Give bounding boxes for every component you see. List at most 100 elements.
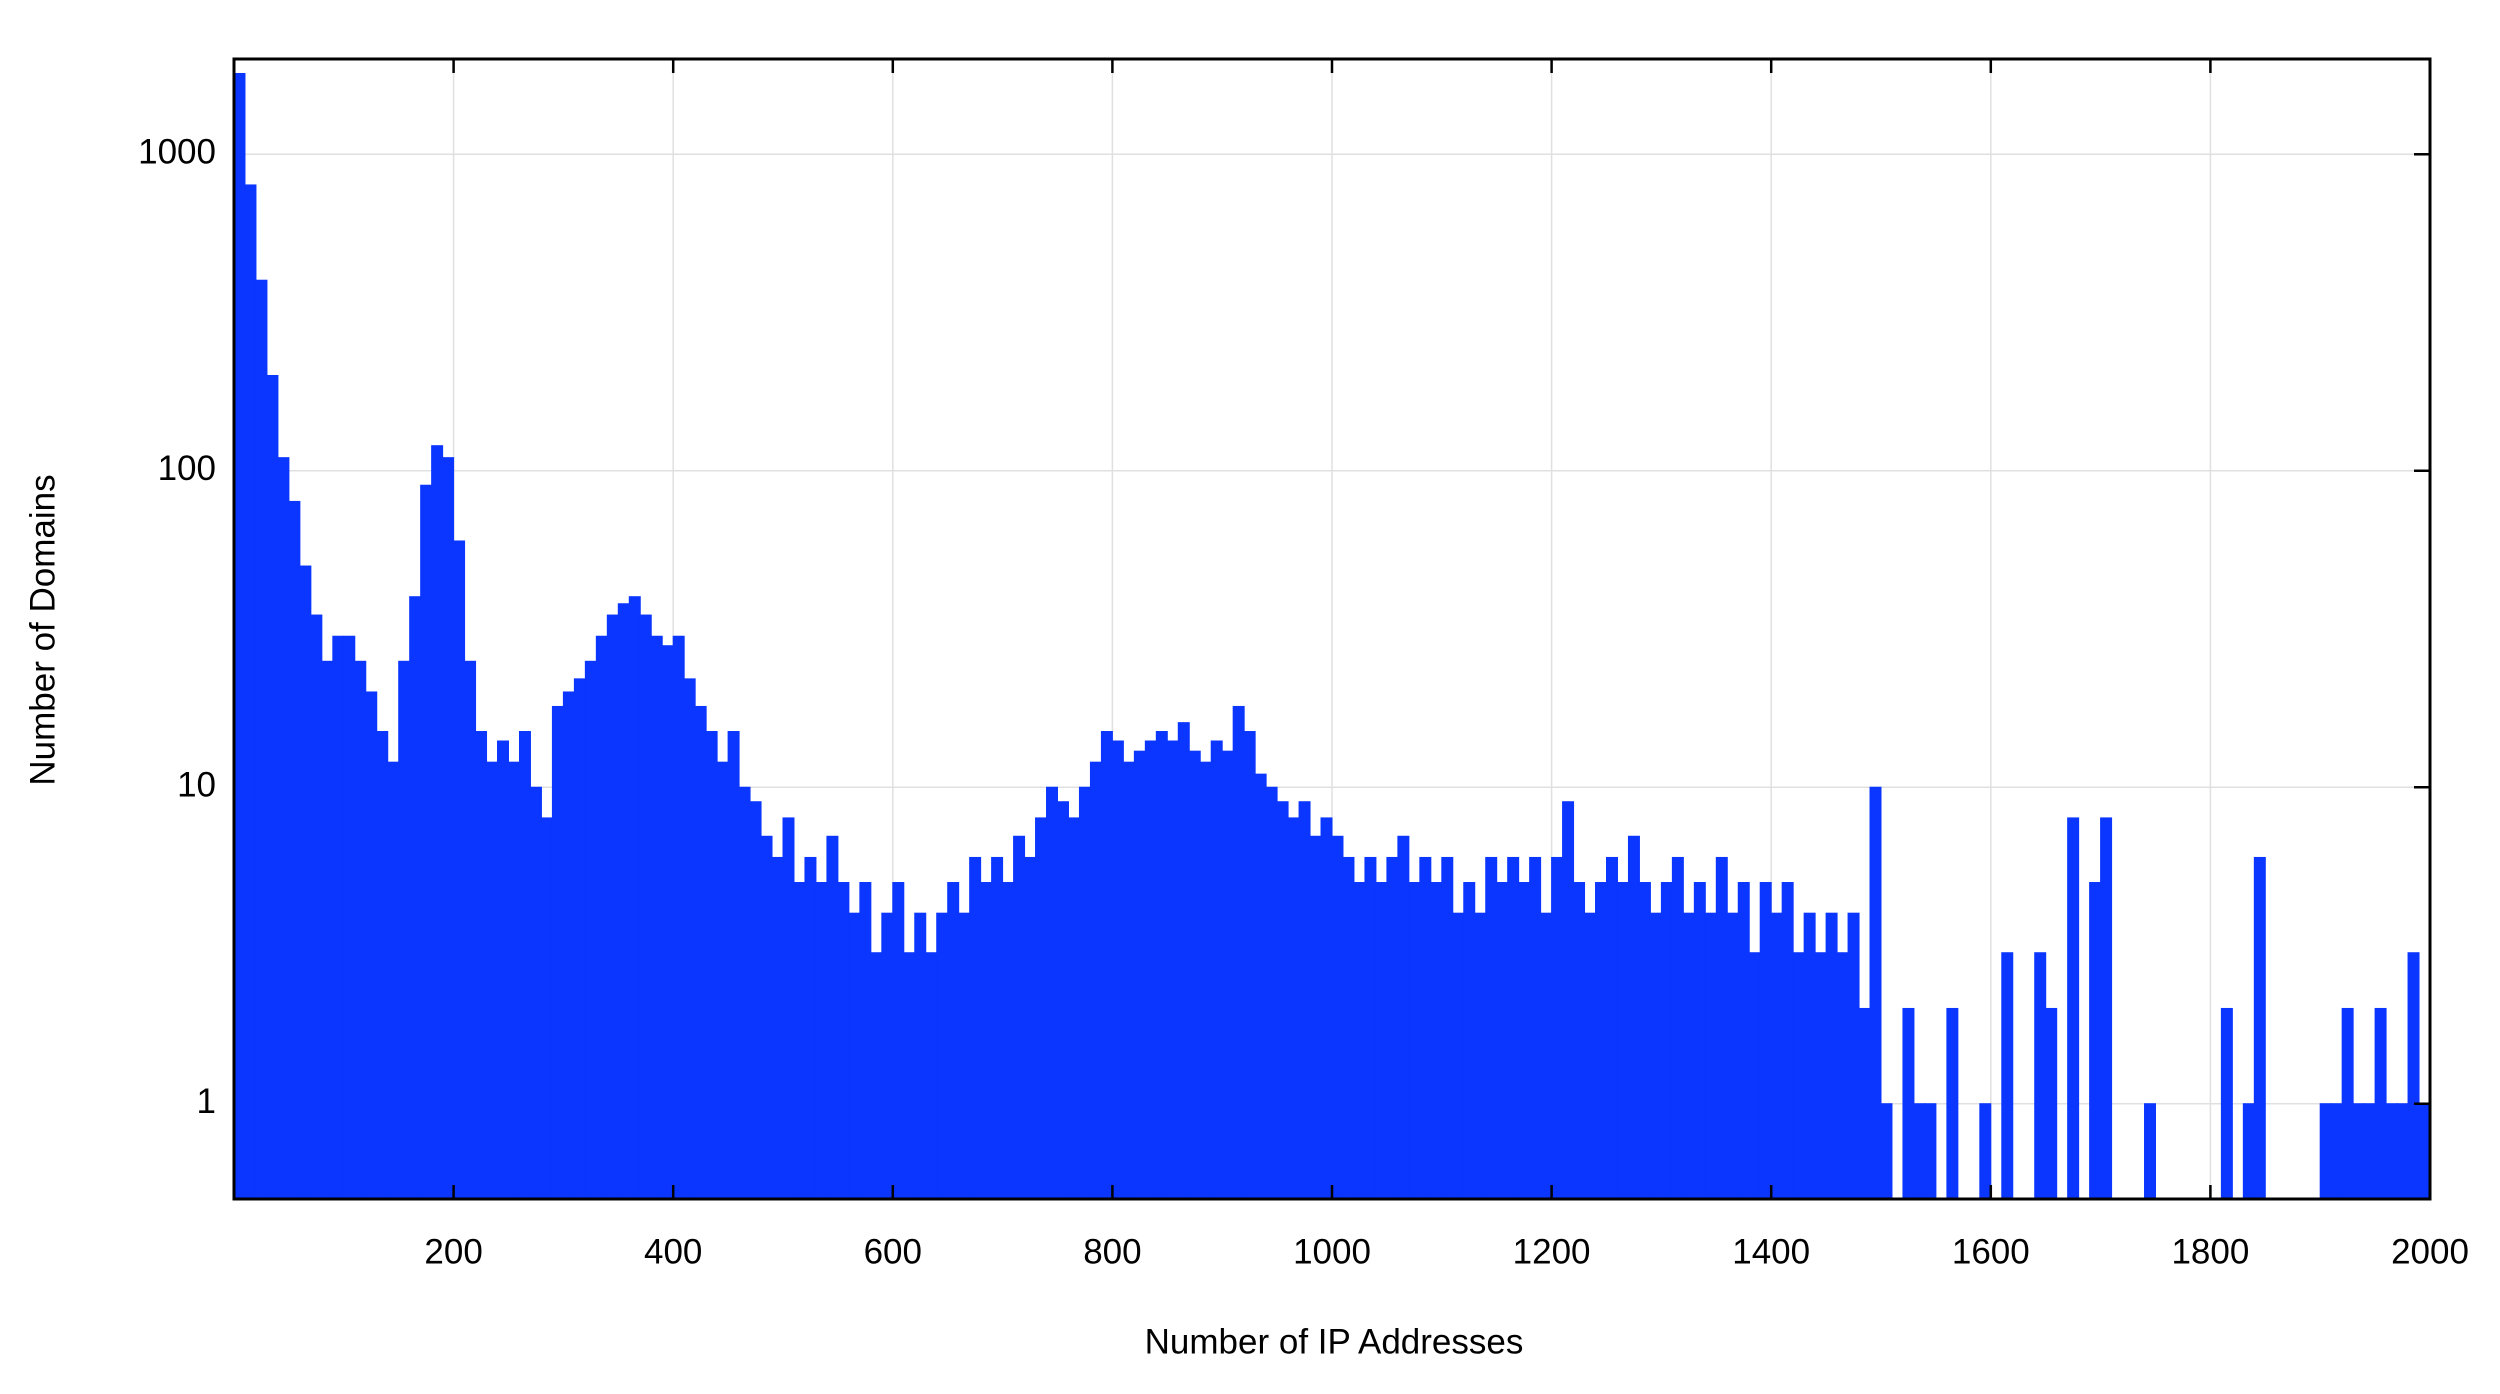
bar xyxy=(464,660,477,1200)
bar xyxy=(1002,882,1015,1200)
bar xyxy=(2396,1103,2409,1200)
bar xyxy=(782,817,795,1200)
bar xyxy=(1254,773,1267,1200)
bar xyxy=(870,952,883,1200)
bar xyxy=(2352,1103,2365,1200)
bar xyxy=(1792,952,1805,1200)
bar xyxy=(1265,786,1278,1200)
bar xyxy=(969,856,982,1200)
bar xyxy=(650,635,663,1200)
bar xyxy=(1122,761,1135,1200)
bar xyxy=(1309,835,1322,1200)
bar xyxy=(859,882,872,1200)
bar xyxy=(1759,882,1772,1200)
y-tick-label: 100 xyxy=(158,449,216,488)
bar xyxy=(760,835,773,1200)
y-tick-label: 1000 xyxy=(138,133,216,172)
bar xyxy=(1287,817,1300,1200)
bar xyxy=(321,660,334,1200)
bar xyxy=(2067,817,2080,1200)
bar xyxy=(1836,952,1849,1200)
bar xyxy=(2330,1103,2343,1200)
bar xyxy=(573,678,586,1200)
bar xyxy=(1089,761,1102,1200)
bar xyxy=(1342,856,1355,1200)
bar xyxy=(881,912,894,1200)
bar xyxy=(925,952,938,1200)
bar xyxy=(1430,882,1443,1200)
bar xyxy=(1671,856,1684,1200)
x-tick-label: 600 xyxy=(864,1232,922,1271)
bar xyxy=(914,912,927,1200)
bar xyxy=(1660,882,1673,1200)
x-axis-label: Number of IP Addresses xyxy=(1145,1322,1524,1361)
bar xyxy=(903,952,916,1200)
bar xyxy=(584,660,597,1200)
x-tick-label: 800 xyxy=(1083,1232,1141,1271)
bar xyxy=(1397,835,1410,1200)
bar xyxy=(266,374,279,1200)
bar xyxy=(387,761,400,1200)
bar xyxy=(936,912,949,1200)
bar xyxy=(1155,731,1168,1200)
bar xyxy=(1419,856,1432,1200)
bar xyxy=(815,882,828,1200)
bar xyxy=(661,645,674,1200)
bar xyxy=(1726,912,1739,1200)
bar xyxy=(431,445,444,1200)
bar xyxy=(2374,1007,2387,1200)
bar xyxy=(398,660,411,1200)
bar xyxy=(409,596,422,1200)
bar xyxy=(1232,705,1245,1200)
bar xyxy=(1013,835,1026,1200)
bar xyxy=(1858,1007,1871,1200)
bar xyxy=(2034,952,2047,1200)
bar xyxy=(1562,801,1575,1200)
bar xyxy=(1452,912,1465,1200)
x-tick-label: 2000 xyxy=(2391,1232,2469,1271)
bar xyxy=(442,457,455,1200)
bar xyxy=(453,540,466,1200)
bar xyxy=(2418,1103,2431,1200)
bar xyxy=(837,882,850,1200)
y-axis-label: Number of Domains xyxy=(23,474,62,785)
bar xyxy=(1814,952,1827,1200)
bar xyxy=(1693,882,1706,1200)
bar xyxy=(1188,750,1201,1200)
bar xyxy=(1704,912,1717,1200)
bar xyxy=(617,603,630,1200)
bar xyxy=(2089,882,2102,1200)
bar xyxy=(1737,882,1750,1200)
bar xyxy=(1847,912,1860,1200)
bar xyxy=(793,882,806,1200)
bar xyxy=(2220,1007,2233,1200)
bar xyxy=(343,635,356,1200)
bar xyxy=(804,856,817,1200)
x-tick-label: 1000 xyxy=(1293,1232,1371,1271)
bar xyxy=(947,882,960,1200)
bar xyxy=(672,635,685,1200)
bar xyxy=(694,705,707,1200)
bar xyxy=(1616,882,1629,1200)
bar xyxy=(2100,817,2113,1200)
bar xyxy=(1133,750,1146,1200)
bar xyxy=(1111,740,1124,1200)
bar xyxy=(1485,856,1498,1200)
bar xyxy=(738,786,751,1200)
bar xyxy=(705,731,718,1200)
bar xyxy=(1770,912,1783,1200)
bar xyxy=(1715,856,1728,1200)
bar xyxy=(2242,1103,2255,1200)
bar xyxy=(595,635,608,1200)
bar xyxy=(1463,882,1476,1200)
bar xyxy=(233,72,246,1200)
bar xyxy=(2144,1103,2157,1200)
bar xyxy=(1529,856,1542,1200)
bar xyxy=(1375,882,1388,1200)
bar xyxy=(1408,882,1421,1200)
x-tick-label: 1600 xyxy=(1952,1232,2030,1271)
y-tick-label: 10 xyxy=(177,765,216,804)
bar xyxy=(1320,817,1333,1200)
bar xyxy=(1825,912,1838,1200)
